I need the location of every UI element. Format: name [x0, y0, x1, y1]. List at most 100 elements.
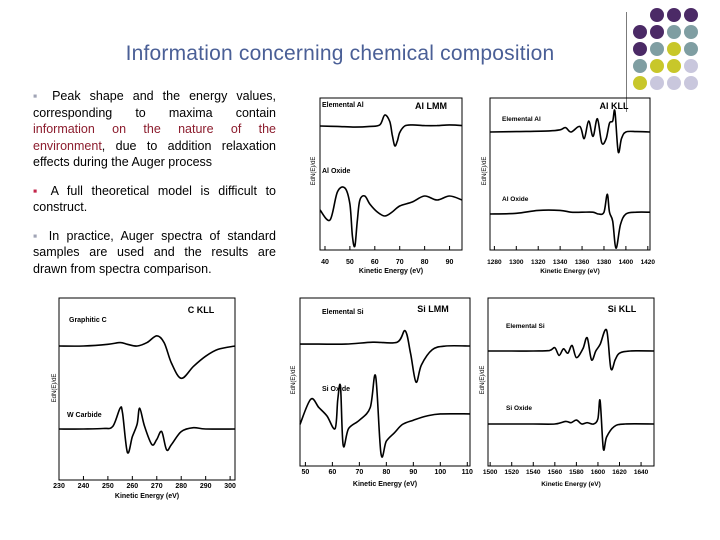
title-divider [626, 12, 627, 112]
x-axis-label: Kinetic Energy (eV) [541, 481, 601, 488]
x-tick-label: 1640 [634, 469, 649, 476]
x-tick-label: 50 [346, 259, 354, 266]
chart-si-kll: Si KLL EdN(E)/dE 1500 1520 1540 1560 1580 1600 1… [478, 296, 662, 492]
series-label: Graphitic C [69, 317, 107, 324]
decorative-dot [650, 25, 664, 39]
x-tick-label: 40 [321, 259, 329, 266]
bullet-marker: ▪ [33, 183, 43, 198]
bullet-list: ▪ Peak shape and the energy values, corr… [33, 88, 276, 289]
x-tick-label: 1340 [553, 259, 568, 266]
x-tick-label: 80 [382, 469, 390, 476]
x-axis-label: Kinetic Energy (eV) [115, 493, 179, 500]
chart-al-kll: Al KLL EdN(E)/dE 1280 1300 1320 1340 1360 1380 1… [480, 96, 660, 276]
al-kll-spectrum: Al KLL EdN(E)/dE 1280 1300 1320 1340 1360 1380 1… [482, 97, 655, 275]
series-line [319, 114, 463, 147]
chart-title: Si KLL [608, 304, 637, 314]
highlighted-text: information on the nature of the environ… [33, 122, 276, 153]
x-axis-label: Kinetic Energy (eV) [540, 268, 600, 275]
x-tick-label: 110 [462, 469, 473, 476]
chart-al-lmm: Al LMM EdN(E)/dE 40 50 60 70 80 90 Kinetic Energ… [310, 96, 470, 276]
x-tick-label: 1320 [531, 259, 546, 266]
c-kll-spectrum: C KLL EdN(E)/dE 230 240 250 260 270 280 290 300 Ki… [52, 297, 236, 500]
decorative-dot [650, 42, 664, 56]
bullet-text: In practice, Auger spectra of standard s… [33, 228, 276, 276]
y-axis-label: EdN(E)/dE [311, 157, 317, 186]
decorative-dot [650, 59, 664, 73]
series-line [319, 186, 463, 248]
x-tick-label: 1280 [487, 259, 502, 266]
decorative-dot [633, 25, 647, 39]
decorative-dot [667, 8, 681, 22]
series-label: Al Oxide [502, 196, 529, 203]
series-label: Elemental Si [506, 323, 545, 330]
decorative-dot [667, 42, 681, 56]
x-tick-label: 90 [446, 259, 454, 266]
x-tick-label: 1620 [612, 469, 627, 476]
y-axis-label: EdN(E)/dE [52, 374, 58, 403]
series-line [489, 193, 651, 250]
bullet-marker: ▪ [33, 228, 42, 243]
x-tick-label: 1380 [597, 259, 612, 266]
plot-frame [299, 297, 471, 467]
plot-frame [319, 97, 463, 251]
x-tick-label: 100 [434, 469, 446, 476]
x-tick-label: 300 [224, 483, 236, 490]
x-tick-label: 1600 [591, 469, 606, 476]
decorative-dot [633, 59, 647, 73]
series-line [489, 109, 651, 154]
plot-frame [487, 297, 655, 467]
decorative-dot [684, 42, 698, 56]
bullet-marker: ▪ [33, 89, 44, 103]
decorative-dot [684, 8, 698, 22]
x-tick-label: 1500 [483, 469, 498, 476]
series-line [300, 329, 471, 383]
series-line [58, 335, 236, 380]
decorative-dot [633, 76, 647, 90]
chart-title: C KLL [188, 305, 215, 315]
series-label: Al Oxide [322, 168, 351, 175]
decorative-dot [650, 8, 664, 22]
x-axis-label: Kinetic Energy (eV) [353, 481, 417, 488]
x-tick-label: 1520 [504, 469, 519, 476]
decorative-dot [667, 59, 681, 73]
bullet-text: , due to addition relaxation effects dur… [33, 138, 276, 170]
series-label: W Carbide [67, 412, 102, 419]
decorative-dot [684, 25, 698, 39]
series-label: Si Oxide [506, 405, 532, 412]
plot-frame [58, 297, 236, 481]
slide-title: Information concerning chemical composit… [125, 42, 555, 65]
chart-title: Al LMM [415, 101, 447, 111]
series-label: Si Oxide [322, 386, 350, 393]
x-tick-label: 1580 [569, 469, 584, 476]
chart-title: Si LMM [417, 304, 449, 314]
series-label: Elemental Al [502, 116, 541, 123]
chart-title: Al KLL [600, 101, 629, 111]
x-tick-label: 280 [175, 483, 187, 490]
si-kll-spectrum: Si KLL EdN(E)/dE 1500 1520 1540 1560 1580 1600 1… [480, 297, 655, 488]
series-line [487, 398, 655, 451]
series-line [488, 328, 655, 371]
x-tick-label: 50 [301, 469, 309, 476]
bullet-text: Peak shape and the energy values, corres… [33, 89, 276, 120]
x-tick-label: 270 [151, 483, 163, 490]
x-tick-label: 290 [200, 483, 212, 490]
x-tick-label: 1560 [548, 469, 563, 476]
bullet-text: A full theoretical model is difficult to… [33, 183, 276, 215]
decorative-dot [650, 76, 664, 90]
bullet-item: ▪ Peak shape and the energy values, corr… [33, 88, 276, 171]
plot-frame [489, 97, 651, 251]
si-lmm-spectrum: Si LMM EdN(E)/dE 50 60 70 80 90 100 110 Kinetic E… [291, 297, 473, 488]
x-tick-label: 240 [78, 483, 90, 490]
chart-c-kll: C KLL EdN(E)/dE 230 240 250 260 270 280 290 300 Ki… [49, 296, 249, 502]
series-label: Elemental Si [322, 309, 364, 316]
decorative-dot [684, 59, 698, 73]
y-axis-label: EdN(E)/dE [482, 157, 488, 186]
y-axis-label: EdN(E)/dE [291, 366, 297, 395]
x-tick-label: 70 [396, 259, 404, 266]
series-line [58, 406, 236, 454]
x-tick-label: 1400 [619, 259, 634, 266]
x-tick-label: 1300 [509, 259, 524, 266]
decorative-dot [684, 76, 698, 90]
series-line [299, 374, 471, 458]
bullet-item: ▪ In practice, Auger spectra of standard… [33, 228, 276, 278]
